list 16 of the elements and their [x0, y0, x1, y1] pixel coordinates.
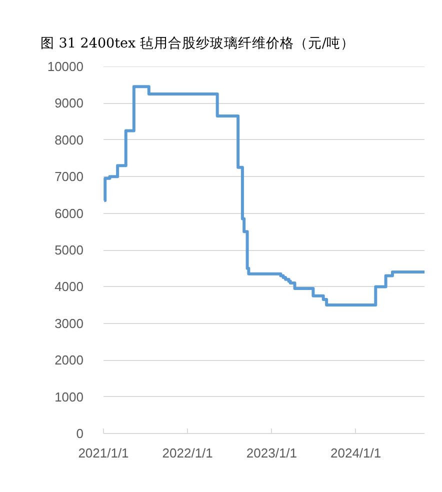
y-tick-label: 4000	[54, 279, 84, 294]
x-tick-label: 2021/1/1	[78, 446, 129, 460]
x-tick-label: 2023/1/1	[246, 446, 298, 460]
y-tick-label: 8000	[54, 132, 84, 148]
y-tick-label: 0	[76, 426, 84, 441]
chart-title: 图 31 2400tex 毡用合股纱玻璃纤维价格（元/吨）	[40, 36, 354, 52]
y-tick-label: 9000	[54, 96, 84, 111]
x-tick-label: 2024/1/1	[330, 446, 382, 460]
y-tick-label: 6000	[54, 206, 84, 221]
y-tick-label: 3000	[54, 316, 84, 331]
y-tick-label: 5000	[54, 242, 84, 258]
y-tick-label: 1000	[54, 389, 84, 404]
y-tick-label: 2000	[54, 352, 84, 368]
y-tick-label: 7000	[54, 169, 84, 184]
y-tick-label: 10000	[47, 59, 84, 74]
x-tick-label: 2022/1/1	[162, 446, 213, 460]
